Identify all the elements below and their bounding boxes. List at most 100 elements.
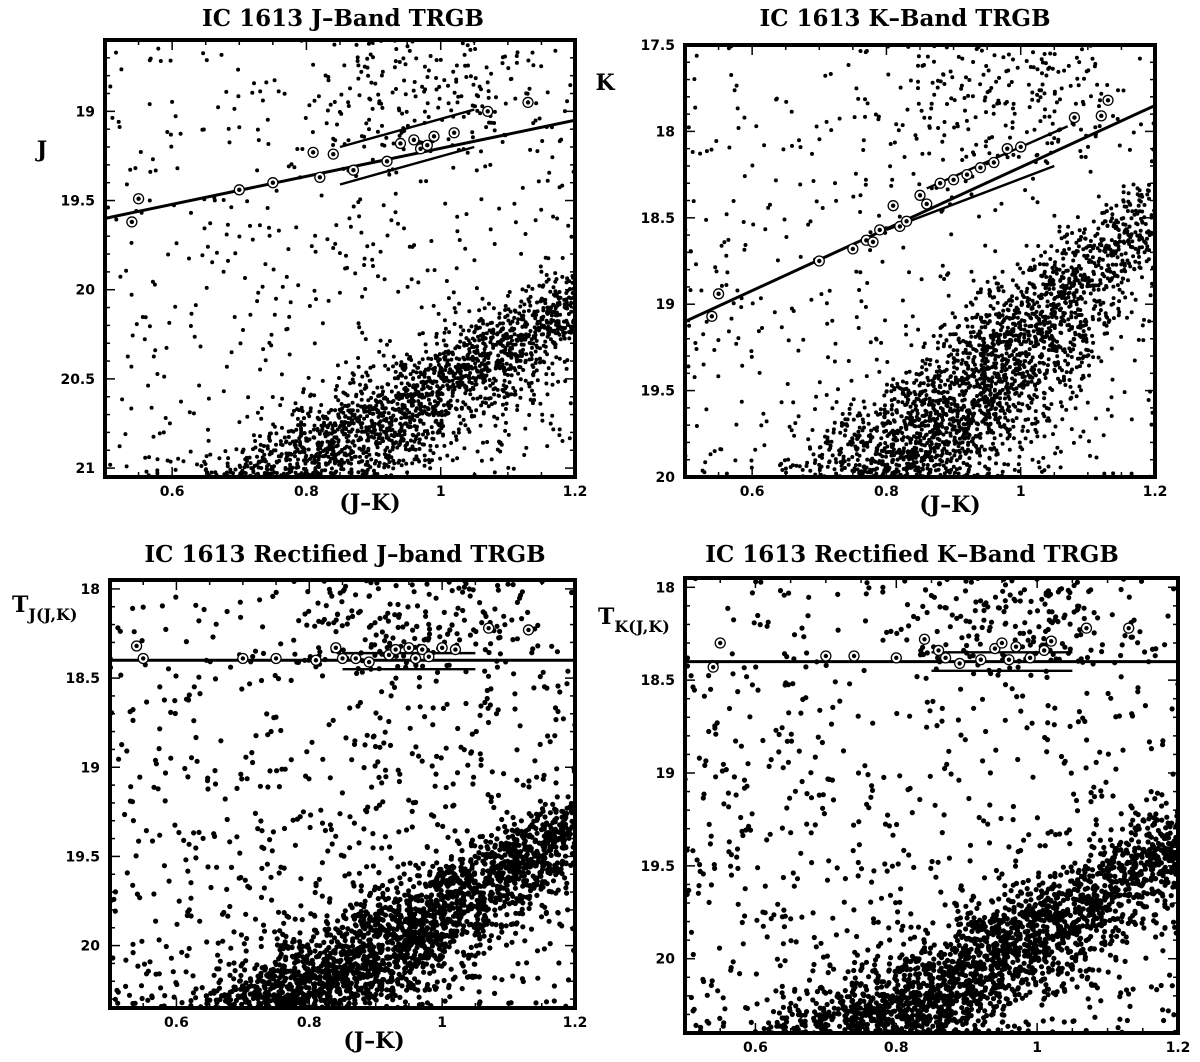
y-axis-label: K <box>595 70 615 96</box>
circled-star <box>522 624 535 636</box>
trgb-lines <box>105 108 575 220</box>
x-axis-label: (J–K) <box>919 492 980 518</box>
y-axis: 17.5 18 18.5 19 19.5 20 <box>640 38 1155 486</box>
circled-star <box>900 215 913 227</box>
x-axis: 0.6 0.8 1 1.2 <box>684 578 1191 1056</box>
trgb-offset-lower <box>339 145 475 186</box>
y-tick-label: 20.5 <box>60 372 95 388</box>
x-axis: 0.6 0.8 1 1.2 <box>104 40 588 500</box>
y-tick-label: 19.5 <box>65 849 100 865</box>
circled-star <box>932 644 945 657</box>
x-tick-label: 1.2 <box>1166 1040 1191 1056</box>
circled-star <box>934 177 946 189</box>
x-tick-label: 1.2 <box>563 1015 588 1031</box>
circled-star <box>887 200 899 212</box>
star-points <box>685 578 1178 1033</box>
star-points <box>685 45 1155 477</box>
circled-star <box>1080 622 1093 634</box>
circled-star <box>860 234 872 246</box>
star-points <box>110 580 575 1008</box>
chart-title: IC 1613 Rectified J–band TRGB <box>144 541 545 568</box>
circled-star <box>975 654 987 666</box>
circled-star <box>1010 641 1022 653</box>
circled-star <box>416 643 428 656</box>
y-tick-label: 20 <box>81 939 101 955</box>
circled-star <box>132 193 145 205</box>
panel-rectified-j-band-trgb: IC 1613 Rectified J–band TRGB TJ(J,K) (J… <box>12 541 587 1054</box>
x-tick-label: 0.8 <box>884 1040 909 1056</box>
circled-star <box>706 310 718 322</box>
x-tick-label: 1 <box>1016 484 1026 500</box>
circled-star <box>914 189 926 201</box>
circled-star <box>961 168 973 181</box>
y-tick-label: 19.5 <box>640 384 675 400</box>
circled-star <box>363 656 375 668</box>
x-tick-label: 1.2 <box>563 484 588 500</box>
x-tick-label: 0.6 <box>160 484 185 500</box>
y-tick-label: 19.5 <box>640 859 675 875</box>
circled-star <box>482 105 494 117</box>
circled-stars <box>707 622 1135 673</box>
trgb-fit-line <box>105 118 575 220</box>
x-axis-label: (J–K) <box>339 490 400 516</box>
circled-star <box>707 661 719 673</box>
x-tick-label: 0.8 <box>294 484 319 500</box>
circled-star <box>428 130 440 142</box>
circled-star <box>1123 622 1135 634</box>
circled-star <box>307 146 319 159</box>
x-tick-label: 1 <box>1032 1040 1042 1056</box>
circled-star <box>423 651 435 663</box>
circled-stars <box>130 622 535 668</box>
circled-star <box>1038 644 1050 657</box>
panel-rectified-k-band-trgb: IC 1613 Rectified K–Band TRGB TK(J,K) 0.… <box>598 541 1190 1056</box>
circled-star <box>436 642 448 654</box>
circled-star <box>347 164 360 176</box>
y-tick-label: 19 <box>76 104 95 120</box>
star-dots <box>685 578 1178 1033</box>
y-axis-label: TJ(J,K) <box>12 592 77 624</box>
star-dots <box>685 45 1155 477</box>
circled-star <box>847 243 859 255</box>
x-tick-label: 0.8 <box>874 484 899 500</box>
x-tick-label: 0.6 <box>740 484 765 500</box>
circled-star <box>482 622 495 634</box>
circled-star <box>947 174 960 186</box>
circled-star <box>409 652 422 665</box>
x-tick-label: 1 <box>437 1015 447 1031</box>
circled-star <box>449 643 462 656</box>
y-tick-label: 20 <box>76 283 96 299</box>
circled-star <box>237 652 249 665</box>
circled-star <box>130 640 143 652</box>
x-tick-label: 1 <box>436 484 446 500</box>
circled-star <box>448 127 460 139</box>
circled-star <box>974 162 987 174</box>
panel-k-band-trgb: IC 1613 K–Band TRGB K (J–K) 0.6 0.8 1 1.217… <box>595 5 1167 518</box>
x-tick-label: 1.2 <box>1143 484 1168 500</box>
circled-star <box>1024 652 1036 664</box>
circled-star <box>126 216 138 228</box>
x-tick-label: 0.8 <box>297 1015 322 1031</box>
circled-star <box>921 198 933 210</box>
circled-star <box>421 139 433 151</box>
circled-star <box>918 633 931 645</box>
circled-star <box>394 137 407 150</box>
trgb-fit-line <box>685 104 1155 323</box>
trgb-lines <box>685 651 1178 673</box>
y-tick-label: 18.5 <box>640 211 675 227</box>
circled-star <box>522 96 534 109</box>
circled-star <box>867 236 879 248</box>
circled-star <box>848 650 860 662</box>
y-axis: 18 18.5 19 19.5 20 <box>65 582 575 1000</box>
circled-stars <box>706 94 1114 322</box>
circled-star <box>874 224 886 236</box>
chart-title: IC 1613 Rectified K–Band TRGB <box>705 541 1119 568</box>
circled-star <box>403 642 415 654</box>
y-tick-label: 19 <box>656 766 675 782</box>
circled-star <box>712 288 725 300</box>
y-axis: 19 19.5 20 20.5 21 <box>60 39 575 477</box>
circled-star <box>381 155 393 167</box>
chart-title: IC 1613 K–Band TRGB <box>759 5 1050 32</box>
x-tick-label: 0.6 <box>743 1040 768 1056</box>
y-tick-label: 17.5 <box>640 38 675 54</box>
